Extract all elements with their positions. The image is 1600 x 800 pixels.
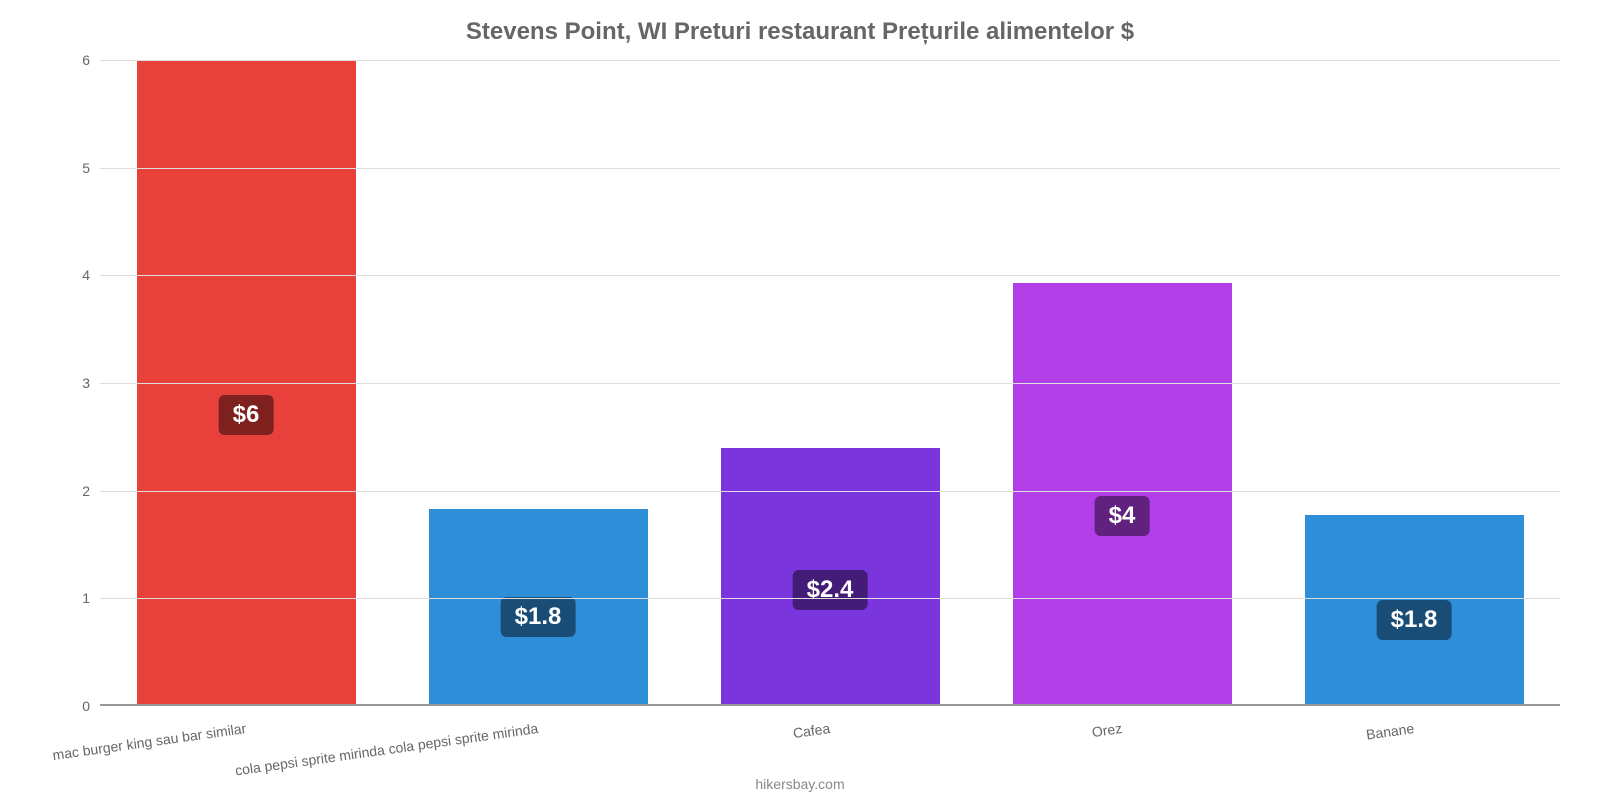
value-badge: $4 — [1095, 496, 1150, 536]
bar: $4 — [1013, 283, 1232, 706]
attribution-text: hikersbay.com — [0, 776, 1600, 792]
y-tick-label: 2 — [50, 483, 90, 499]
x-tick-label: mac burger king sau bar similar — [51, 720, 247, 763]
chart-title: Stevens Point, WI Preturi restaurant Pre… — [0, 18, 1600, 46]
x-axis-line — [100, 704, 1560, 706]
value-badge: $2.4 — [793, 570, 868, 610]
y-tick-label: 6 — [50, 52, 90, 68]
x-tick-label: cola pepsi sprite mirinda cola pepsi spr… — [234, 720, 539, 778]
grid-line — [100, 491, 1560, 492]
y-tick-label: 0 — [50, 698, 90, 714]
plot-area: $6$1.8$2.4$4$1.8 0123456 — [100, 60, 1560, 706]
y-tick-label: 3 — [50, 375, 90, 391]
x-tick-label: Cafea — [792, 720, 831, 741]
value-badge: $1.8 — [1377, 600, 1452, 640]
x-tick-label: Banane — [1365, 720, 1415, 743]
grid-line — [100, 383, 1560, 384]
grid-line — [100, 168, 1560, 169]
grid-line — [100, 275, 1560, 276]
y-tick-label: 5 — [50, 160, 90, 176]
y-tick-label: 1 — [50, 590, 90, 606]
bar: $2.4 — [721, 448, 940, 706]
grid-line — [100, 60, 1560, 61]
grid-line — [100, 598, 1560, 599]
value-badge: $6 — [219, 395, 274, 435]
price-bar-chart: Stevens Point, WI Preturi restaurant Pre… — [0, 0, 1600, 800]
y-tick-label: 4 — [50, 267, 90, 283]
x-tick-label: Orez — [1091, 720, 1123, 740]
bar: $1.8 — [429, 509, 648, 706]
bar: $1.8 — [1305, 515, 1524, 706]
value-badge: $1.8 — [501, 597, 576, 637]
